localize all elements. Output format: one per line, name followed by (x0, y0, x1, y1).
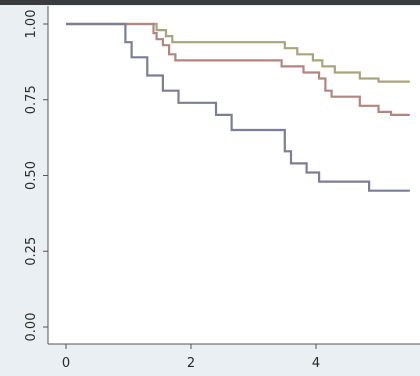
y-tick-label: 0.50 (24, 161, 39, 190)
x-axis-ticks: 0 2 4 (62, 344, 320, 371)
y-tick-label: 0.75 (24, 85, 39, 114)
survival-curve-3 (66, 22, 410, 192)
y-tick-label: 1.00 (24, 10, 39, 39)
x-tick-label: 0 (62, 356, 70, 371)
x-tick-label: 4 (312, 356, 320, 371)
plot-area (48, 6, 420, 344)
survival-curve-1 (66, 22, 410, 83)
y-tick-label: 0.25 (24, 237, 39, 266)
series-group (66, 22, 410, 192)
survival-curve-2 (66, 22, 410, 116)
top-dark-strip (0, 0, 420, 5)
y-tick-label: 0.00 (24, 313, 39, 342)
y-axis-ticks: 0.00 0.25 0.50 0.75 1.00 (24, 10, 48, 342)
x-tick-label: 2 (187, 356, 195, 371)
